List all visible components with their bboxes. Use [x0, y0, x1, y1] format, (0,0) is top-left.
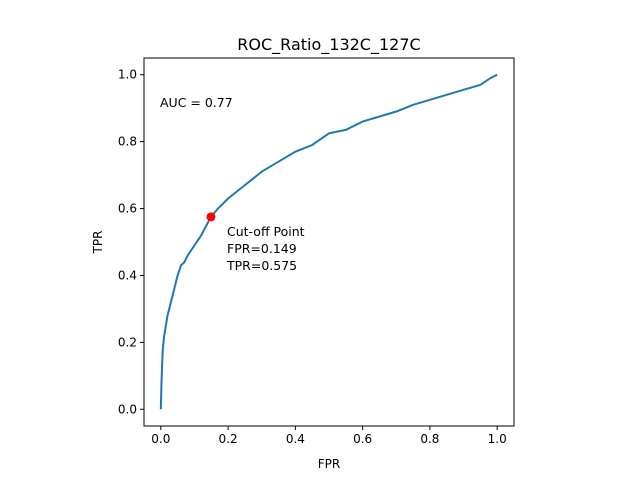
y-tick-label: 0.2: [118, 335, 137, 349]
cutoff-annotation-title: Cut-off Point: [227, 224, 305, 239]
cutoff-annotation-fpr: FPR=0.149: [227, 241, 297, 256]
x-tick-label: 1.0: [488, 432, 507, 446]
auc-annotation: AUC = 0.77: [160, 95, 233, 110]
y-axis-ticks: 0.0 0.2 0.4 0.6 0.8 1.0: [118, 68, 144, 416]
roc-curve-line: [159, 73, 498, 410]
y-tick-label: 0.6: [118, 202, 137, 216]
y-tick-label: 1.0: [118, 68, 137, 82]
x-axis-label: FPR: [318, 457, 340, 471]
x-tick-label: 0.8: [420, 432, 439, 446]
x-tick-label: 0.0: [151, 432, 170, 446]
y-axis-label: TPR: [91, 231, 105, 255]
y-tick-label: 0.8: [118, 135, 137, 149]
plot-frame: [143, 57, 515, 427]
x-tick-label: 0.2: [219, 432, 238, 446]
y-tick-label: 0.0: [118, 402, 137, 416]
cutoff-annotation-tpr: TPR=0.575: [226, 258, 297, 273]
cutoff-point-marker: [206, 212, 216, 222]
x-tick-label: 0.4: [286, 432, 305, 446]
x-tick-label: 0.6: [353, 432, 372, 446]
y-tick-label: 0.4: [118, 268, 137, 282]
x-axis-ticks: 0.0 0.2 0.4 0.6 0.8 1.0: [151, 426, 507, 446]
chart-title: ROC_Ratio_132C_127C: [237, 35, 420, 55]
